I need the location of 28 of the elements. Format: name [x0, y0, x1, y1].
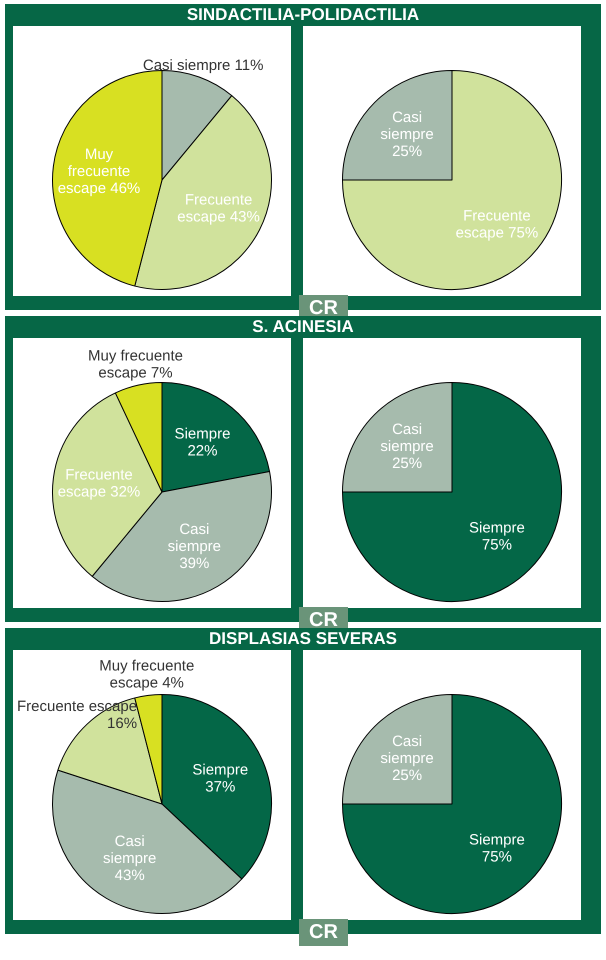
data-label: 25% — [392, 455, 422, 472]
slice-label: Frecuente escape 75% — [456, 208, 538, 242]
slice-label: Casi siempre — [102, 832, 156, 867]
data-label: 25% — [392, 767, 422, 784]
slice-label: Casi siempre 11% — [142, 56, 264, 74]
slice-label: Muy frecuente escape 46% — [58, 146, 140, 198]
slice-label: Siempre — [174, 426, 230, 443]
data-label: 22% — [187, 442, 218, 460]
slice-label: Siempre — [192, 761, 248, 778]
data-label: 43% — [114, 866, 145, 884]
slice-label: Casi siempre — [168, 520, 222, 555]
data-label: 25% — [392, 143, 422, 160]
chart-title: SINDACTILIA-POLIDACTILIA — [186, 5, 420, 25]
data-label: 75% — [482, 848, 512, 866]
slice-label: Siempre — [468, 832, 525, 849]
text: CR — [299, 919, 348, 946]
slice-label: Frecuente escape 43% — [177, 191, 260, 226]
slice-label: Casi siempre — [380, 421, 434, 456]
data-label: 39% — [179, 554, 210, 572]
data-label: 75% — [482, 536, 512, 554]
slice-label: Muy frecuente escape 7% — [88, 348, 184, 382]
slice-label: Frecuente escape 32% — [58, 466, 140, 501]
data-label: 37% — [205, 778, 236, 796]
slice-label: Casi siempre — [380, 109, 434, 144]
slice-label: Muy frecuente escape 4% — [99, 658, 194, 692]
data-label: 16% — [107, 715, 138, 732]
slice-label: Siempre — [468, 520, 525, 537]
slice-label: Casi siempre — [380, 733, 434, 768]
